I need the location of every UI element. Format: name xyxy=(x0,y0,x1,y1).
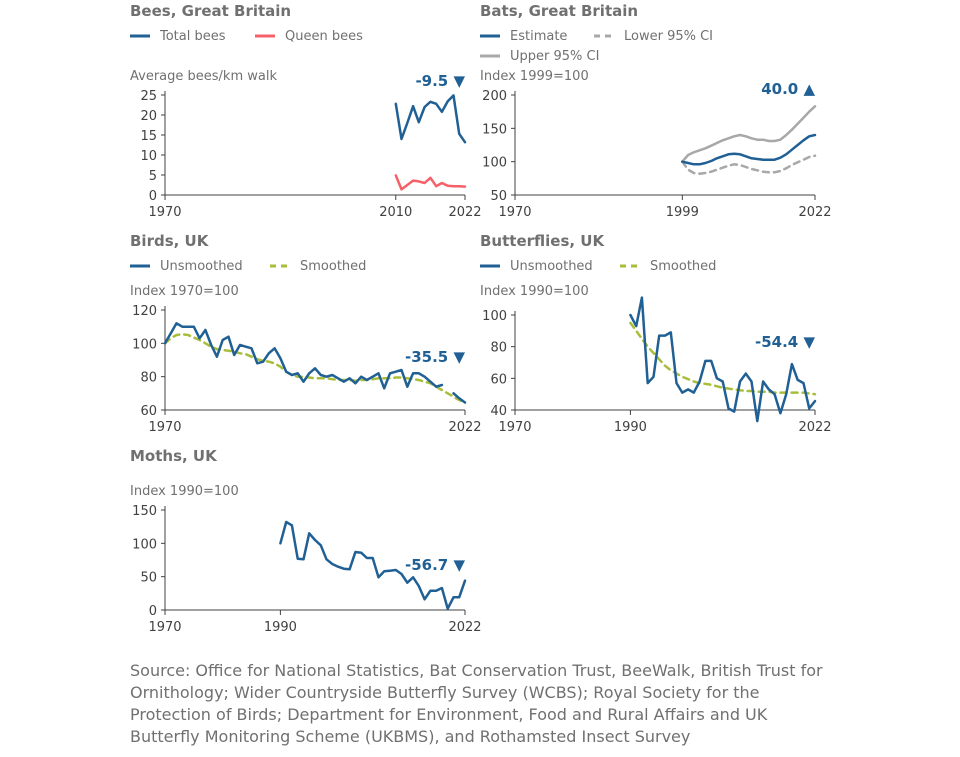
x-tick-label: 1970 xyxy=(148,420,181,435)
legend-item: Upper 95% CI xyxy=(480,49,599,64)
y-tick-label: 120 xyxy=(132,304,157,319)
x-tick-label: 1970 xyxy=(148,620,181,635)
y-tick-label: 0 xyxy=(149,604,157,619)
chart-title: Butterflies, UK xyxy=(480,232,605,250)
legend-label: Smoothed xyxy=(650,259,716,274)
y-axis-title: Index 1990=100 xyxy=(130,484,239,499)
legend-item: Unsmoothed xyxy=(480,259,593,274)
change-annotation: 40.0 ▲ xyxy=(761,80,815,98)
y-tick-label: 100 xyxy=(482,156,507,171)
y-tick-label: 0 xyxy=(149,189,157,204)
x-tick-label: 2010 xyxy=(379,205,412,220)
chart-butterflies: Butterflies, UK Unsmoothed Smoothed Index 1… xyxy=(480,232,832,435)
x-tick-label: 1990 xyxy=(264,620,297,635)
chart-title: Bees, Great Britain xyxy=(130,2,291,20)
legend-item: Queen bees xyxy=(255,29,363,44)
x-tick-label: 2022 xyxy=(798,205,831,220)
source-note: Source: Office for National Statistics, … xyxy=(130,661,823,746)
change-annotation: -54.4 ▼ xyxy=(755,333,815,351)
series-line xyxy=(394,174,467,191)
y-tick-label: 60 xyxy=(490,372,507,387)
chart-title: Birds, UK xyxy=(130,232,210,250)
legend-label: Smoothed xyxy=(300,259,366,274)
y-tick-label: 25 xyxy=(140,89,157,104)
legend-item: Total bees xyxy=(130,29,226,44)
series-line xyxy=(629,321,817,396)
y-tick-label: 50 xyxy=(140,571,157,586)
legend-label: Total bees xyxy=(159,29,226,44)
y-tick-label: 150 xyxy=(482,122,507,137)
series-line xyxy=(629,296,817,423)
y-tick-label: 20 xyxy=(140,109,157,124)
legend-label: Lower 95% CI xyxy=(624,29,713,44)
change-annotation: -35.5 ▼ xyxy=(405,348,465,366)
series-line xyxy=(279,520,467,610)
chart-moths: Moths, UK Index 1990=100 0 50 100 150 1970 1990… xyxy=(130,447,482,635)
x-tick-label: 1990 xyxy=(614,420,647,435)
x-tick-label: 2022 xyxy=(448,420,481,435)
series-line xyxy=(163,332,467,404)
x-tick-label: 2022 xyxy=(798,420,831,435)
legend-item: Estimate xyxy=(480,29,567,44)
y-tick-label: 100 xyxy=(132,537,157,552)
x-tick-label: 2022 xyxy=(448,205,481,220)
series-line xyxy=(681,154,817,175)
series-line xyxy=(681,133,817,166)
y-tick-label: 80 xyxy=(490,341,507,356)
y-tick-label: 10 xyxy=(140,149,157,164)
x-tick-label: 2022 xyxy=(448,620,481,635)
y-tick-label: 60 xyxy=(140,404,157,419)
y-tick-label: 50 xyxy=(490,189,507,204)
series-line xyxy=(163,322,467,404)
legend-label: Estimate xyxy=(510,29,567,44)
legend-label: Unsmoothed xyxy=(510,259,593,274)
legend-item: Smoothed xyxy=(270,259,366,274)
y-tick-label: 100 xyxy=(132,337,157,352)
chart-birds: Birds, UK Unsmoothed Smoothed Index 1970=10… xyxy=(130,232,482,435)
y-tick-label: 5 xyxy=(149,169,157,184)
change-annotation: -9.5 ▼ xyxy=(415,72,465,90)
y-tick-label: 40 xyxy=(490,404,507,419)
y-tick-label: 150 xyxy=(132,504,157,519)
chart-bees: Bees, Great Britain Total bees Queen bees A… xyxy=(130,2,482,220)
charts-figure: Bees, Great Britain Total bees Queen bees A… xyxy=(130,2,832,635)
legend-item: Unsmoothed xyxy=(130,259,243,274)
legend-item: Lower 95% CI xyxy=(594,29,713,44)
legend-label: Upper 95% CI xyxy=(510,49,599,64)
y-axis-title: Index 1999=100 xyxy=(480,69,589,84)
series-line xyxy=(681,105,817,163)
x-tick-label: 1970 xyxy=(498,205,531,220)
x-tick-label: 1970 xyxy=(148,205,181,220)
y-tick-label: 15 xyxy=(140,129,157,144)
y-axis-title: Average bees/km walk xyxy=(130,69,277,84)
series-line xyxy=(394,94,467,144)
x-tick-label: 1970 xyxy=(498,420,531,435)
legend-label: Unsmoothed xyxy=(160,259,243,274)
y-axis-title: Index 1970=100 xyxy=(130,284,239,299)
chart-title: Moths, UK xyxy=(130,447,218,465)
chart-title: Bats, Great Britain xyxy=(480,2,638,20)
y-axis-title: Index 1990=100 xyxy=(480,284,589,299)
x-tick-label: 1999 xyxy=(666,205,699,220)
legend-label: Queen bees xyxy=(285,29,363,44)
y-tick-label: 80 xyxy=(140,371,157,386)
legend-item: Smoothed xyxy=(620,259,716,274)
y-tick-label: 200 xyxy=(482,89,507,104)
change-annotation: -56.7 ▼ xyxy=(405,556,465,574)
chart-bats: Bats, Great Britain Estimate Lower 95% CI U… xyxy=(480,2,832,220)
y-tick-label: 100 xyxy=(482,309,507,324)
